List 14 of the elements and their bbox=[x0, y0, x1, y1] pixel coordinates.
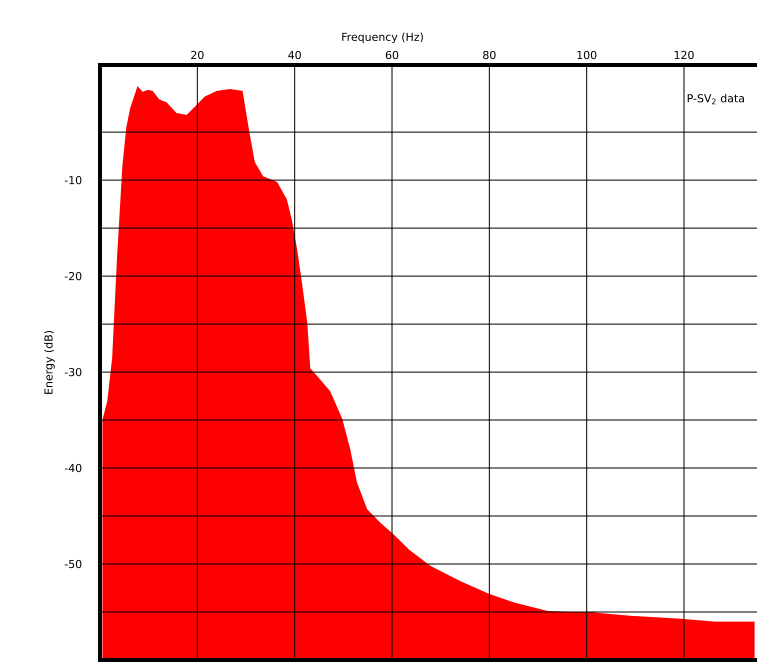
x-tick-label: 80 bbox=[483, 50, 496, 60]
x-tick-label: 20 bbox=[191, 50, 204, 60]
y-tick-label: -10 bbox=[64, 176, 82, 184]
y-axis-title: Energy (dB) bbox=[44, 330, 55, 394]
x-tick-label: 100 bbox=[577, 50, 596, 60]
annotation: P-SV$_{2}$ data bbox=[688, 94, 744, 104]
y-tick-label: -30 bbox=[64, 368, 82, 376]
y-tick-label: -40 bbox=[64, 464, 82, 472]
x-tick-label: 120 bbox=[674, 50, 694, 60]
x-axis-title: Frequency (Hz) bbox=[342, 32, 423, 44]
y-tick-label: -20 bbox=[64, 272, 82, 280]
x-tick-label: 40 bbox=[288, 50, 301, 60]
x-tick-label: 60 bbox=[386, 50, 398, 60]
y-tick-label: -50 bbox=[64, 560, 82, 568]
